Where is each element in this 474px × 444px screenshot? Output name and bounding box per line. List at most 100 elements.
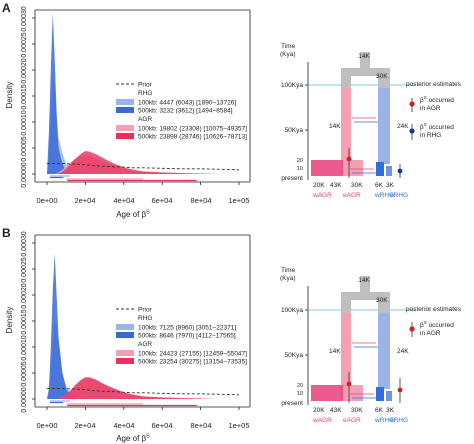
legend-prior-label: Prior [138,82,153,89]
time-100kya: 100Kya [281,82,303,89]
time-50kya: 50Kya [285,127,304,134]
x-tick-label: 0e+00 [36,196,57,205]
y-ticks: 0.00000 0.00005 0.00010 0.00015 0.00020 … [21,6,28,187]
agr-branch-bar [341,313,351,399]
pop-size-label: 30K [351,407,363,414]
y-tick-label: 0.00010 [21,335,28,360]
pop-size-label: 43K [330,182,342,189]
posterior-red-dot [409,101,415,107]
y-tick-label: 0.00025 [21,32,28,57]
wagr-population-box [311,160,349,176]
y-tick-label: 0.00005 [21,136,28,161]
group-label-wagr: wAGR [312,417,332,424]
series-area-agr-500kb [47,377,239,399]
legend-rhg100-swatch [116,324,134,330]
ancestral-root-bar [360,276,370,294]
erhg-population-box [386,166,392,176]
posterior-rhg-label: βS occurred [420,122,454,131]
node-14k: 14K [329,348,341,355]
x-tick-label: 4e+04 [113,421,134,430]
posterior-marker-agr [346,148,352,178]
x-tick-label: 1e+05 [228,196,249,205]
posterior-title: posterior estimates [406,81,462,88]
posterior-legend: posterior estimates βS occurred in AGR [406,306,462,337]
time-label: Time [281,43,296,50]
legend: Prior RHG 100kb: 7125 (8960) [3051−22371… [116,307,247,366]
y-axis-label: Density [5,82,14,109]
time-20: 20 [297,158,303,164]
time-unit: (Kya) [280,51,296,58]
y-tick-label: 0.00010 [21,110,28,135]
series-line-prior [47,163,240,171]
posterior-marker-rhg [397,164,403,178]
panel-a: A Density 0.00000 0.00005 0.00010 0.0001… [2,1,462,219]
legend-group-title: AGR [138,341,152,348]
x-tick-label: 4e+04 [113,196,134,205]
legend-prior-label: Prior [138,307,153,314]
y-tick-label: 0.00020 [21,283,28,308]
node-14k-top: 14K [358,53,370,60]
legend-rhg100-label: 100kb: 4447 (6043) [1890−13726] [138,100,236,107]
pop-size-label: 6K [375,182,384,189]
y-tick-label: 0.00030 [21,231,28,256]
time-unit: (Kya) [280,275,296,282]
x-tick-label: 2e+04 [74,196,95,205]
time-present: present [281,175,303,182]
panel-letter: B [2,226,11,240]
pop-size-label: 20K [313,182,325,189]
posterior-red-dot [409,326,415,332]
erhg-population-box [386,391,392,401]
x-axis-label-sup: S [146,210,150,216]
posterior-marker-agr [346,372,352,403]
time-20: 20 [297,383,303,389]
group-label-wrhg: wRHG [374,417,394,424]
posterior-legend: posterior estimates βS occurred in AGR β… [406,81,462,140]
x-ticks: 0e+00 2e+04 4e+04 6e+04 8e+04 1e+05 [36,196,249,205]
legend-group-title: AGR [138,116,152,123]
series-area-rhg-100kb [47,75,239,174]
legend-agr500-swatch [116,358,134,364]
agr-ancestral-bar [341,292,351,316]
panel-letter: A [2,1,11,15]
legend-agr500-swatch [116,133,134,139]
pop-size-label: 30K [351,182,363,189]
posterior-agr-label: βS occurred [420,320,454,329]
wrhg-population-box [376,387,384,401]
group-label-wagr: wAGR [312,192,332,199]
x-tick-label: 8e+04 [190,196,211,205]
x-axis-label: Age of βS [116,434,150,444]
y-axis-label: Density [5,307,14,334]
demographic-model-diagram: Time (Kya) 100Kya 50Kya 20 10 present 14… [280,43,462,199]
group-label-eagr: eAGR [343,417,361,424]
y-tick-label: 0.00025 [21,257,28,282]
node-30k: 30K [376,297,388,304]
x-axis-label-sup: S [146,434,150,440]
rhg-ancestral-bar [378,68,390,92]
rhg-branch-bar [378,313,390,389]
posterior-title: posterior estimates [406,306,462,313]
time-present: present [281,400,303,407]
posterior-agr-label: βS occurred [420,95,454,104]
node-14k: 14K [329,123,341,130]
legend-rhg100-swatch [116,99,134,105]
legend-agr100-label: 100kb: 24423 (27155) [12459−55047] [138,351,247,358]
y-tick-label: 0.00020 [21,58,28,83]
legend-agr100-swatch [116,350,134,356]
legend-rhg500-label: 500kb: 8646 (7970) [4112−17565] [138,333,236,340]
group-label-erhg: eRHG [390,192,408,199]
legend-rhg100-label: 100kb: 7125 (8960) [3051−22371] [138,325,236,332]
legend-agr100-label: 100kb: 19802 (23308) [10075−49357] [138,126,247,133]
legend-agr500-label: 500kb: 23898 (28746) [10626−78713] [138,134,247,141]
legend-rhg500-label: 500kb: 3232 (3612) [1494−8584] [138,108,233,115]
x-axis-label: Age of βS [116,210,150,220]
pop-size-label: 3K [386,407,395,414]
legend-agr500-label: 500kb: 23254 (30275) [13154−73535] [138,359,247,366]
node-24k: 24K [397,123,409,130]
agr-branch-bar [341,88,351,174]
series-line-prior [47,388,240,396]
group-label-eagr: eAGR [343,192,361,199]
eagr-population-box [343,385,363,401]
legend-group-title: RHG [138,90,152,97]
plot-area [32,9,251,185]
